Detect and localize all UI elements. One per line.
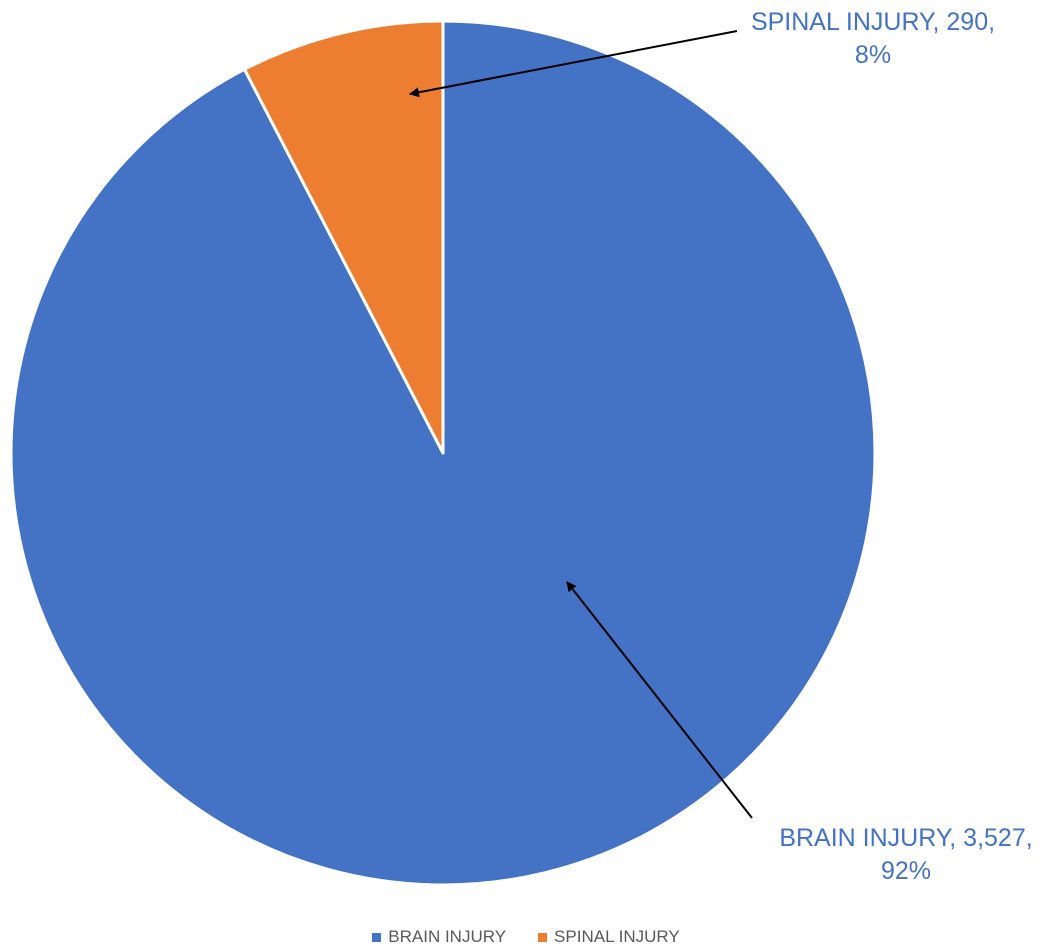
- pie-slice-spinal-injury: [243, 19, 445, 455]
- brain-injury-label-line2: 92%: [880, 857, 932, 885]
- brain-label-arrow: [566, 581, 753, 819]
- spinal-injury-label-line2: 8%: [854, 41, 892, 69]
- pie-slices: [9, 19, 877, 887]
- legend-label-brain-injury: BRAIN INJURY: [388, 927, 507, 946]
- legend-swatch-spinal-injury: [538, 932, 548, 942]
- legend-item-brain-injury: BRAIN INJURY: [372, 926, 506, 948]
- chart-legend: BRAIN INJURY SPINAL INJURY: [0, 926, 1052, 948]
- brain-injury-label-line1: BRAIN INJURY, 3,527,: [779, 824, 1033, 852]
- spinal-label-arrow: [409, 30, 738, 98]
- legend-label-spinal-injury: SPINAL INJURY: [554, 927, 680, 946]
- brain-injury-data-label: BRAIN INJURY, 3,527, 92%: [756, 822, 1052, 888]
- legend-swatch-brain-injury: [372, 932, 382, 942]
- spinal-injury-data-label: SPINAL INJURY, 290, 8%: [728, 6, 1018, 72]
- legend-item-spinal-injury: SPINAL INJURY: [538, 926, 680, 948]
- spinal-injury-label-line1: SPINAL INJURY, 290,: [750, 8, 996, 36]
- pie-slice-brain-injury: [9, 19, 877, 887]
